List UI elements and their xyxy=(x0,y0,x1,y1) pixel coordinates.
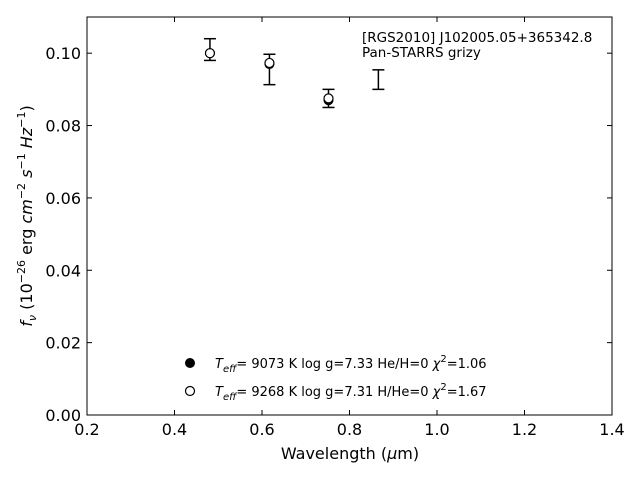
annotation-line-1: [RGS2010] J102005.05+365342.8 xyxy=(362,30,592,46)
legend-marker-filled xyxy=(185,358,195,368)
y-axis-label: fν (10−26 erg cm−2 s−1 Hz−1) xyxy=(15,105,39,326)
x-tick-label: 0.2 xyxy=(74,420,99,439)
y-tick-label: 0.00 xyxy=(45,406,81,425)
model-point-open xyxy=(204,48,216,59)
y-tick-label: 0.10 xyxy=(45,44,81,63)
plot-frame xyxy=(86,16,613,416)
legend: Teff= 9073 K log g=7.33 He/H=0 χ2=1.06 Te… xyxy=(184,354,487,403)
legend-marker-open xyxy=(184,385,196,397)
x-axis-label: Wavelength (μm) xyxy=(281,444,419,463)
y-tick-label: 0.02 xyxy=(45,334,81,353)
x-tick-label: 1.2 xyxy=(512,420,537,439)
axis-ticks: 0.2 0.4 0.6 0.8 1.0 1.2 1.4 0.00 0.02 0.04 0.06 0.0… xyxy=(45,17,625,439)
x-tick-label: 1.0 xyxy=(424,420,449,439)
annotation-line-2: Pan-STARRS grizy xyxy=(362,45,481,61)
legend-label: Teff= 9268 K log g=7.31 H/He=0 χ2=1.67 xyxy=(215,382,487,403)
legend-label: Teff= 9073 K log g=7.33 He/H=0 χ2=1.06 xyxy=(215,354,487,375)
y-tick-label: 0.04 xyxy=(45,261,81,280)
error-bar xyxy=(372,69,385,91)
x-tick-label: 0.8 xyxy=(337,420,362,439)
model-point-open xyxy=(323,93,334,104)
x-tick-label: 0.6 xyxy=(249,420,274,439)
y-tick-label: 0.06 xyxy=(45,189,81,208)
x-tick-label: 1.4 xyxy=(599,420,624,439)
y-tick-label: 0.08 xyxy=(45,117,81,136)
model-point-open xyxy=(264,57,275,69)
data-marks xyxy=(203,37,385,109)
x-tick-label: 0.4 xyxy=(162,420,187,439)
